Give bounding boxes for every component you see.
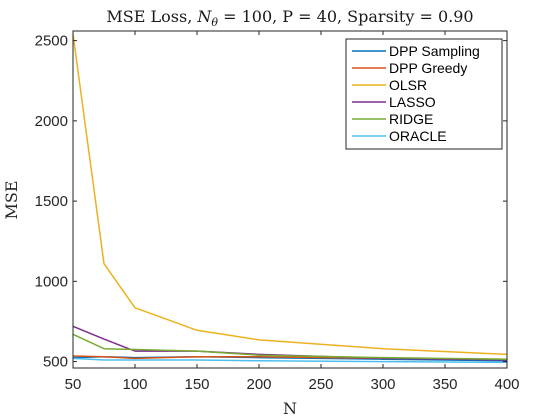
x-tick-label: 150 (184, 376, 209, 393)
series-line-olsr (73, 34, 507, 356)
x-tick-label: 350 (432, 376, 457, 393)
legend-label-olsr: OLSR (389, 77, 427, 93)
chart-title-n-symbol: N (196, 7, 212, 26)
y-tick-label: 2500 (35, 33, 68, 50)
x-tick-label: 100 (122, 376, 147, 393)
x-tick-label: 300 (370, 376, 395, 393)
legend-label-dpp-greedy: DPP Greedy (389, 60, 467, 76)
y-tick-label: 500 (43, 354, 68, 371)
legend-label-oracle: ORACLE (389, 128, 447, 144)
chart-title-n-subscript: θ (211, 16, 218, 29)
series-line-ridge (73, 333, 507, 360)
y-tick-layer: 500 1000 1500 2000 2500 (35, 33, 507, 371)
y-axis-label: MSE (2, 180, 21, 219)
x-tick-label: 50 (65, 376, 82, 393)
chart-title-n-value: = 100, P = 40, Sparsity = 0.90 (218, 7, 474, 26)
axes-box (72, 30, 508, 369)
series-line-lasso (73, 325, 507, 361)
legend-label-ridge: RIDGE (389, 111, 433, 127)
y-tick-label: 1000 (35, 273, 68, 290)
legend-box (345, 38, 503, 150)
series-line-oracle (73, 357, 507, 364)
y-tick-label: 1500 (35, 193, 68, 210)
x-tick-label: 200 (246, 376, 271, 393)
chart-title-prefix: MSE Loss, (106, 7, 197, 26)
series-layer (73, 34, 507, 364)
x-axis-label: N (283, 399, 297, 418)
x-tick-label: 250 (308, 376, 333, 393)
x-tick-label: 400 (494, 376, 519, 393)
chart-title: MSE Loss, Nθ = 100, P = 40, Sparsity = 0… (106, 7, 473, 29)
x-tick-layer: 50 100 150 200 250 300 350 400 (65, 31, 520, 393)
y-tick-label: 2000 (35, 113, 68, 130)
legend-label-dpp-sampling: DPP Sampling (389, 43, 480, 59)
legend-label-lasso: LASSO (389, 94, 436, 110)
